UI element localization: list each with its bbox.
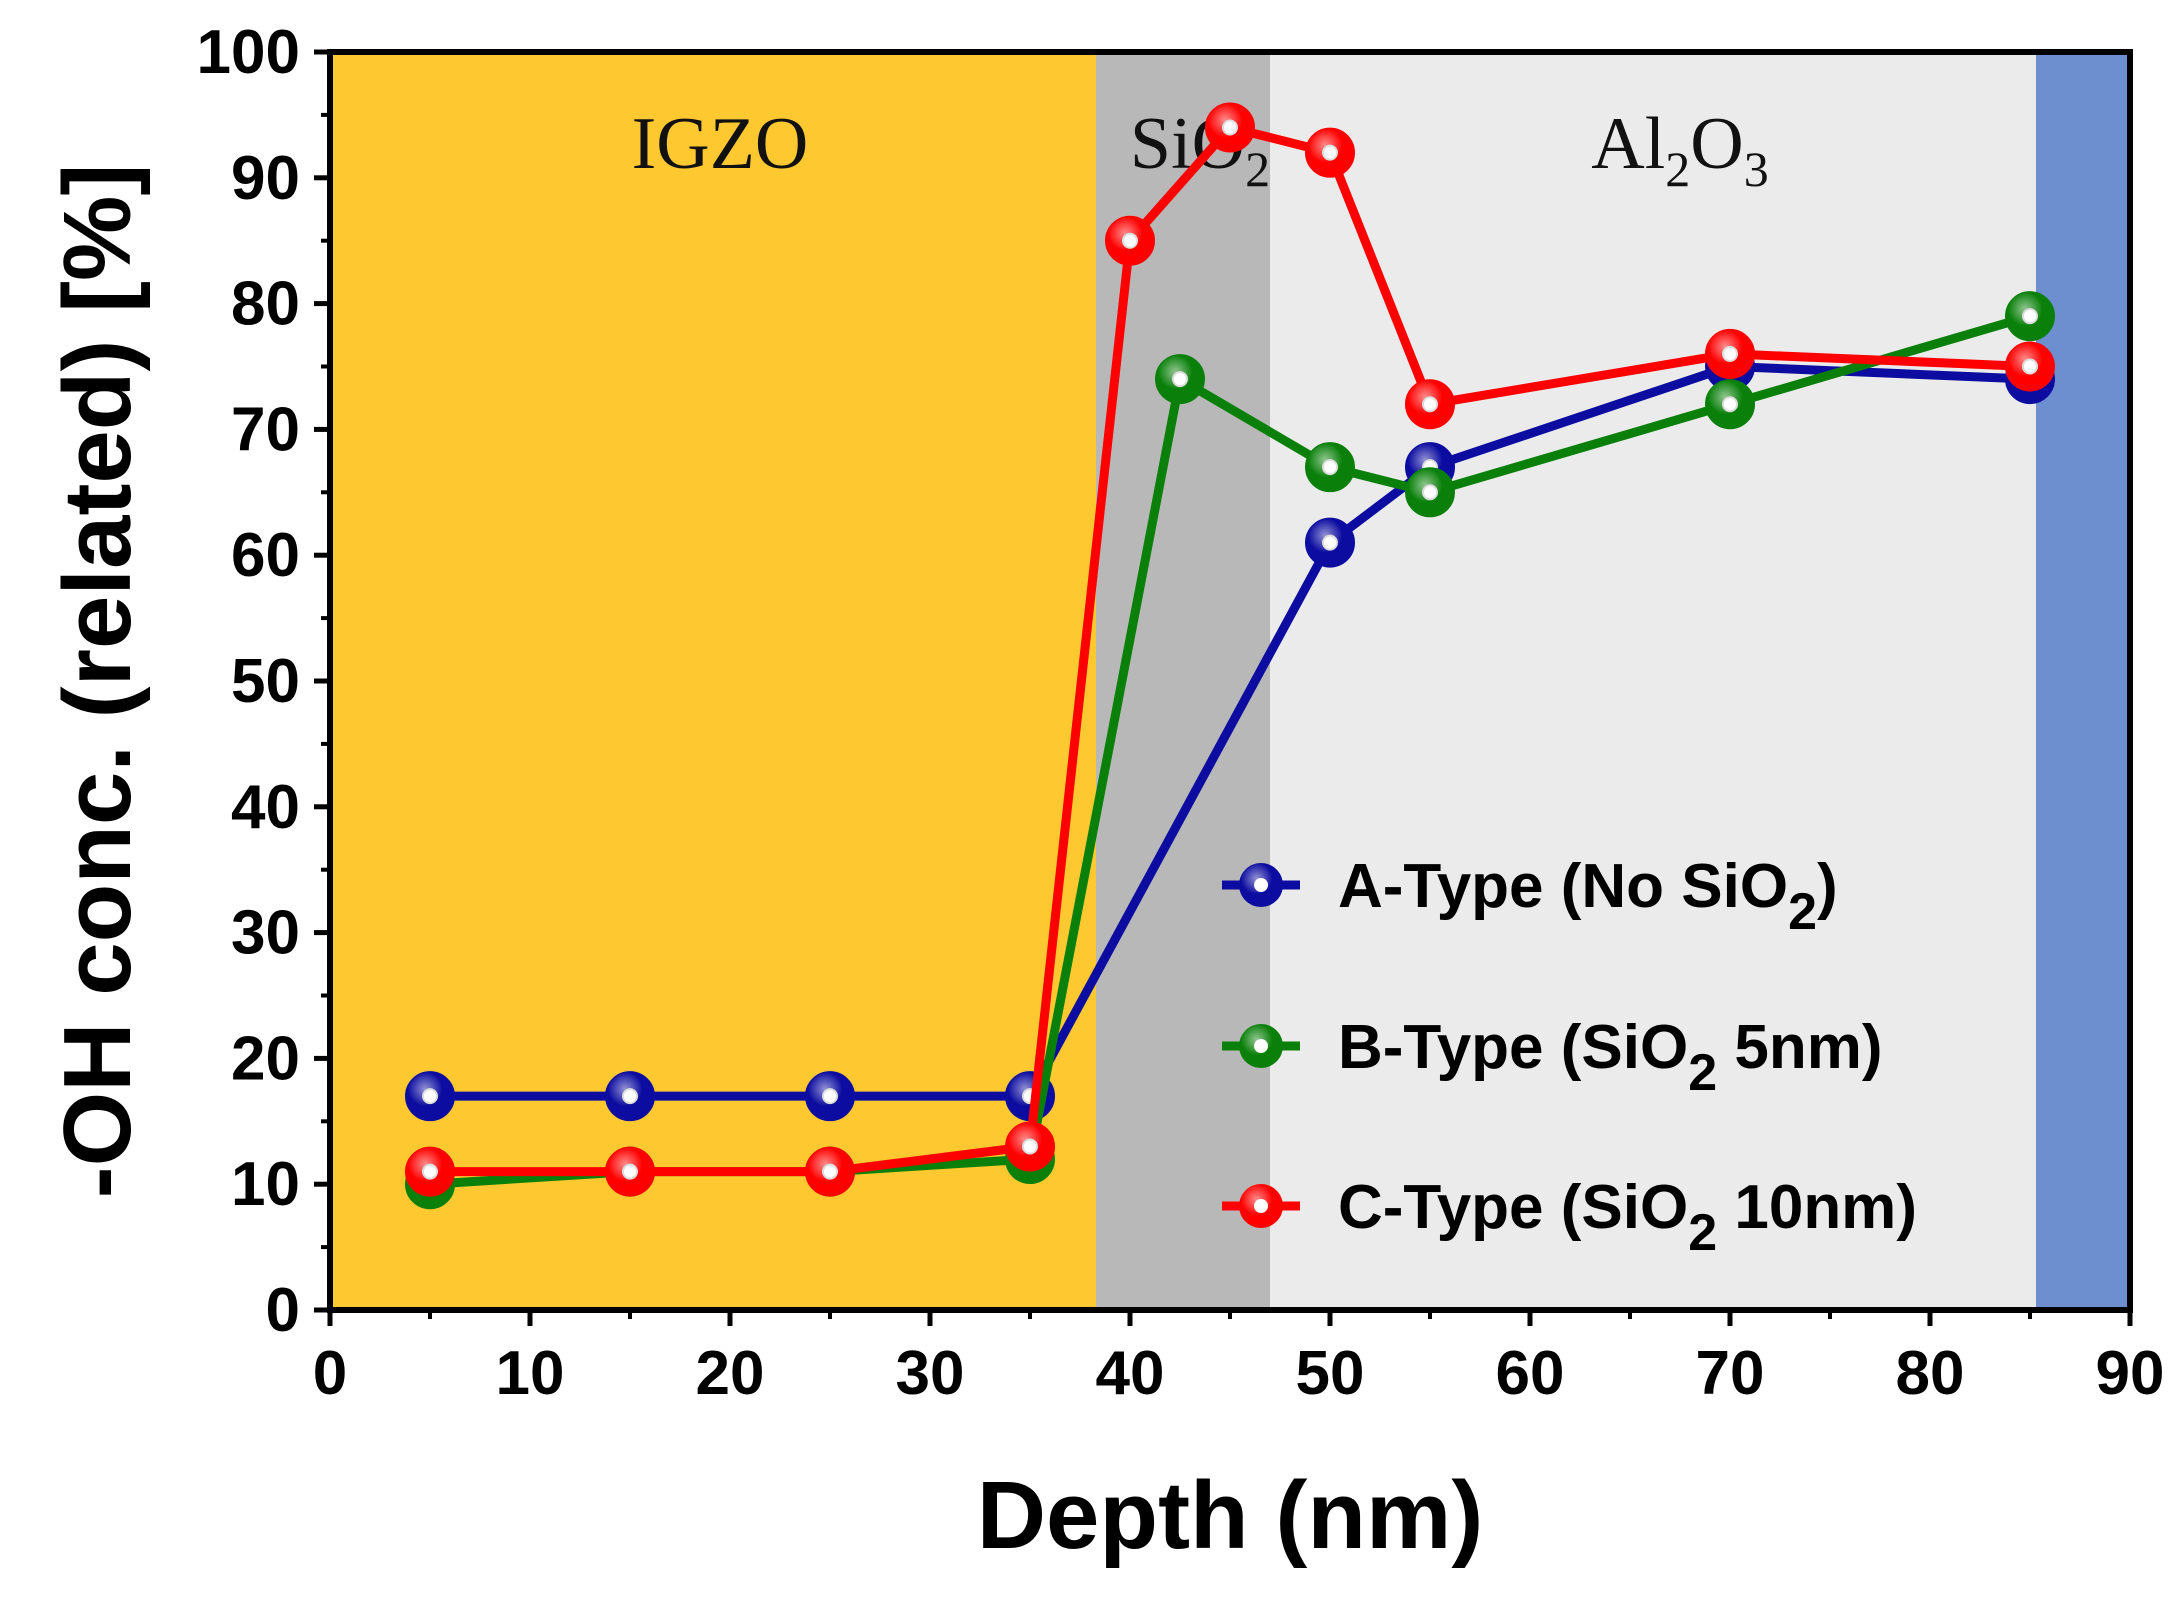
- y-tick-label-0: 0: [266, 1276, 300, 1345]
- legend-swatch-center: [1254, 1199, 1268, 1213]
- data-point-center: [1122, 232, 1138, 249]
- data-point-center: [2022, 358, 2038, 375]
- data-point-center: [1422, 396, 1438, 413]
- x-axis-title: Depth (nm): [977, 1462, 1484, 1569]
- y-tick-label-1: 10: [231, 1150, 300, 1219]
- legend-label-0: A-Type (No SiO2): [1338, 852, 1838, 941]
- data-point-center: [1172, 371, 1188, 388]
- y-tick-label-4: 40: [231, 773, 300, 842]
- y-tick-label-3: 30: [231, 899, 300, 968]
- series-layer: [405, 102, 2055, 1210]
- x-tick-label-5: 50: [1296, 1339, 1365, 1408]
- series-line-2: [430, 122, 2031, 1177]
- data-point-center: [1222, 119, 1238, 136]
- legend-entry-2: C-Type (SiO2 10nm): [1222, 1173, 1917, 1262]
- data-point-center: [622, 1163, 638, 1180]
- y-tick-label-2: 20: [231, 1024, 300, 1093]
- data-point-center: [1322, 534, 1338, 551]
- x-tick-label-9: 90: [2096, 1339, 2165, 1408]
- data-point-center: [2022, 308, 2038, 325]
- data-point-center: [1422, 484, 1438, 501]
- legend-swatch-center: [1254, 878, 1268, 892]
- y-tick-label-8: 80: [231, 270, 300, 339]
- x-tick-label-4: 40: [1096, 1339, 1165, 1408]
- data-point-center: [1322, 144, 1338, 161]
- x-axis-ticks: 0 10 20 30 40 50 60 70 80 90: [313, 1310, 2165, 1408]
- x-tick-label-7: 70: [1696, 1339, 1765, 1408]
- y-tick-label-9: 90: [231, 144, 300, 213]
- legend-entry-1: B-Type (SiO2 5nm): [1222, 1013, 1882, 1102]
- data-point-center: [622, 1088, 638, 1105]
- y-axis-ticks: 0 10 20 30 40 50 60 70 80 90 100: [197, 18, 330, 1345]
- x-tick-label-1: 10: [496, 1339, 565, 1408]
- region-band-0: [330, 52, 1096, 1310]
- region-label-0: IGZO: [632, 103, 809, 185]
- y-axis-title: -OH conc. (related) [%]: [44, 164, 151, 1199]
- region-band-3: [2036, 52, 2130, 1310]
- layer-regions: [330, 52, 2130, 1310]
- data-point-center: [1722, 396, 1738, 413]
- legend-label-1: B-Type (SiO2 5nm): [1338, 1013, 1882, 1102]
- data-point-center: [822, 1163, 838, 1180]
- data-point-center: [422, 1163, 438, 1180]
- y-tick-label-10: 100: [197, 18, 300, 87]
- data-point-center: [1322, 459, 1338, 476]
- data-point-center: [1722, 345, 1738, 362]
- data-point-center: [422, 1088, 438, 1105]
- legend: A-Type (No SiO2) B-Type (SiO2 5nm) C-Type …: [1222, 852, 1917, 1262]
- y-tick-label-6: 60: [231, 521, 300, 590]
- y-tick-label-7: 70: [231, 395, 300, 464]
- series-0: [405, 341, 2055, 1122]
- layer-labels: IGZO SiO2 Al2O3: [632, 103, 1769, 197]
- legend-label-2: C-Type (SiO2 10nm): [1338, 1173, 1917, 1262]
- legend-entry-0: A-Type (No SiO2): [1222, 852, 1838, 941]
- data-point-center: [1022, 1138, 1038, 1155]
- x-tick-label-6: 60: [1496, 1339, 1565, 1408]
- region-label-2: Al2O3: [1591, 103, 1768, 197]
- series-2: [405, 102, 2055, 1197]
- series-line-0: [430, 362, 2031, 1101]
- data-point-center: [822, 1088, 838, 1105]
- x-tick-label-8: 80: [1896, 1339, 1965, 1408]
- y-tick-label-5: 50: [231, 647, 300, 716]
- x-tick-label-2: 20: [696, 1339, 765, 1408]
- region-band-2: [1270, 52, 2036, 1310]
- legend-swatch-center: [1254, 1039, 1268, 1053]
- x-tick-label-3: 30: [896, 1339, 965, 1408]
- x-tick-label-0: 0: [313, 1339, 347, 1408]
